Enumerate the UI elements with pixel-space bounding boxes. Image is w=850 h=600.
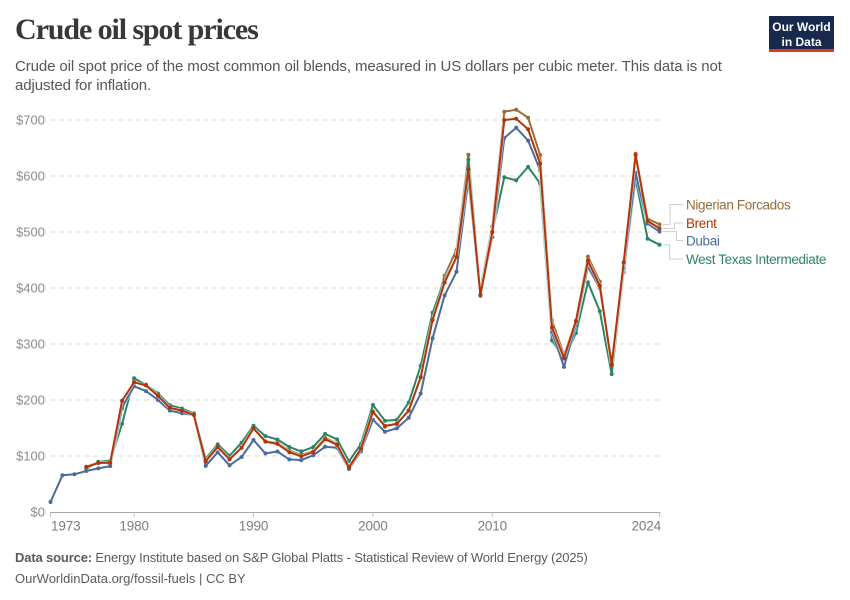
svg-text:1980: 1980 bbox=[119, 519, 148, 534]
svg-text:2000: 2000 bbox=[358, 519, 387, 534]
svg-text:2024: 2024 bbox=[632, 519, 662, 534]
svg-text:$600: $600 bbox=[16, 169, 45, 184]
svg-text:West Texas Intermediate: West Texas Intermediate bbox=[686, 252, 826, 267]
svg-text:$500: $500 bbox=[16, 225, 45, 240]
svg-text:Nigerian Forcados: Nigerian Forcados bbox=[686, 198, 791, 213]
svg-text:2010: 2010 bbox=[478, 519, 507, 534]
svg-text:$400: $400 bbox=[16, 281, 45, 296]
svg-text:Dubai: Dubai bbox=[686, 234, 720, 249]
svg-text:1973: 1973 bbox=[51, 519, 80, 534]
svg-text:$100: $100 bbox=[16, 449, 45, 464]
svg-text:$700: $700 bbox=[16, 113, 45, 128]
svg-text:$0: $0 bbox=[31, 505, 45, 520]
svg-text:$300: $300 bbox=[16, 337, 45, 352]
svg-text:$200: $200 bbox=[16, 393, 45, 408]
svg-text:Brent: Brent bbox=[686, 216, 717, 231]
svg-text:1990: 1990 bbox=[239, 519, 268, 534]
